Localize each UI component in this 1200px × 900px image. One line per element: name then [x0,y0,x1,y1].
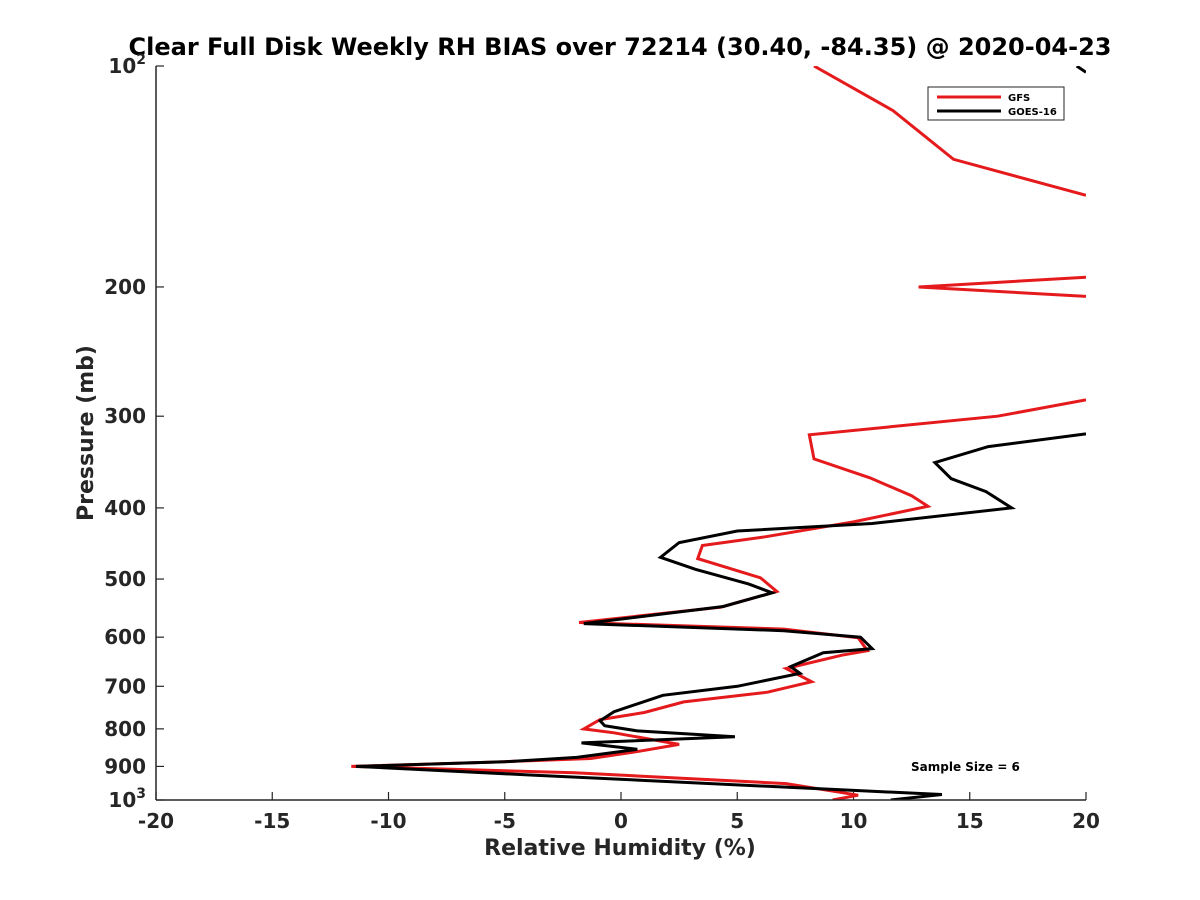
series-line-gfs [351,66,1086,800]
x-tick-label: 0 [614,809,628,833]
y-tick-label: 400 [104,496,146,520]
legend-label-gfs: GFS [1008,93,1030,104]
x-axis-ticks: -20 -15 -10 -5 0 5 10 15 20 [138,792,1100,833]
y-tick-label: 900 [104,754,146,778]
y-tick-label: 103 [108,786,146,812]
x-tick-label: 15 [956,809,984,833]
series-layer [351,66,1086,800]
legend-label-goes16: GOES-16 [1008,107,1057,118]
x-tick-label: 10 [840,809,868,833]
x-axis-label: Relative Humidity (%) [484,836,756,861]
x-tick-label: -20 [138,809,174,833]
legend: GFS GOES-16 [927,86,1065,121]
y-tick-label: 800 [104,717,146,741]
y-axis-ticks: 102 200 300 400 500 600 700 800 900 103 [104,52,164,812]
y-tick-label: 300 [104,404,146,428]
y-tick-label: 102 [108,52,146,78]
y-tick-label: 700 [104,674,146,698]
legend-box [927,86,1065,121]
x-tick-label: -15 [254,809,290,833]
y-tick-label: 600 [104,625,146,649]
series-line-goes-16 [355,66,1086,800]
sample-size-annotation: Sample Size = 6 [911,760,1020,774]
y-tick-label: 200 [104,275,146,299]
chart-title: Clear Full Disk Weekly RH BIAS over 7221… [129,33,1112,61]
y-axis-label: Pressure (mb) [74,345,99,521]
x-tick-label: 5 [730,809,744,833]
x-tick-label: 20 [1072,809,1100,833]
x-tick-label: -5 [494,809,516,833]
y-tick-label: 500 [104,567,146,591]
x-tick-label: -10 [370,809,406,833]
